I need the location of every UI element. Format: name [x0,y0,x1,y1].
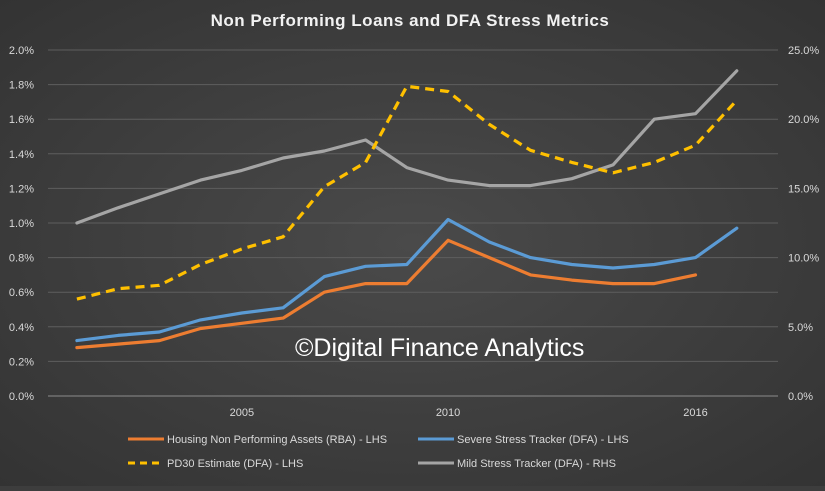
right-tick-label: 5.0% [788,322,813,334]
left-tick-label: 1.2% [9,183,34,195]
legend-label: Mild Stress Tracker (DFA) - RHS [457,458,616,470]
series-line-3 [75,69,739,225]
x-tick-label: 2016 [683,407,707,419]
chart-title: Non Performing Loans and DFA Stress Metr… [211,11,610,30]
x-axis: 2005 2010 2016 [230,407,708,419]
right-tick-label: 15.0% [788,183,819,195]
series-line-0 [75,238,698,350]
right-tick-label: 10.0% [788,253,819,265]
legend: Housing Non Performing Assets (RBA) - LH… [128,434,629,470]
left-tick-label: 0.8% [9,253,34,265]
left-tick-label: 1.6% [9,114,34,126]
left-tick-label: 1.8% [9,80,34,92]
x-tick-label: 2005 [230,407,254,419]
right-tick-label: 25.0% [788,45,819,57]
left-tick-label: 0.0% [9,391,34,403]
series-lines [75,69,739,350]
left-tick-label: 1.4% [9,149,34,161]
series-line-1 [75,217,739,343]
legend-label: PD30 Estimate (DFA) - LHS [167,458,303,470]
left-tick-label: 1.0% [9,218,34,230]
left-tick-label: 0.2% [9,356,34,368]
left-axis: 0.0% 0.2% 0.4% 0.6% 0.8% 1.0% 1.2% 1.4% 1.6% 1.8%… [9,45,34,403]
watermark: ©Digital Finance Analytics [295,334,584,362]
right-axis: 0.0% 5.0% 10.0% 15.0% 20.0% 25.0% [788,45,819,403]
left-tick-label: 2.0% [9,45,34,57]
left-tick-label: 0.6% [9,287,34,299]
x-tick-label: 2010 [436,407,460,419]
right-tick-label: 0.0% [788,391,813,403]
left-tick-label: 0.4% [9,322,34,334]
legend-label: Severe Stress Tracker (DFA) - LHS [457,434,629,446]
legend-label: Housing Non Performing Assets (RBA) - LH… [167,434,387,446]
right-tick-label: 20.0% [788,114,819,126]
